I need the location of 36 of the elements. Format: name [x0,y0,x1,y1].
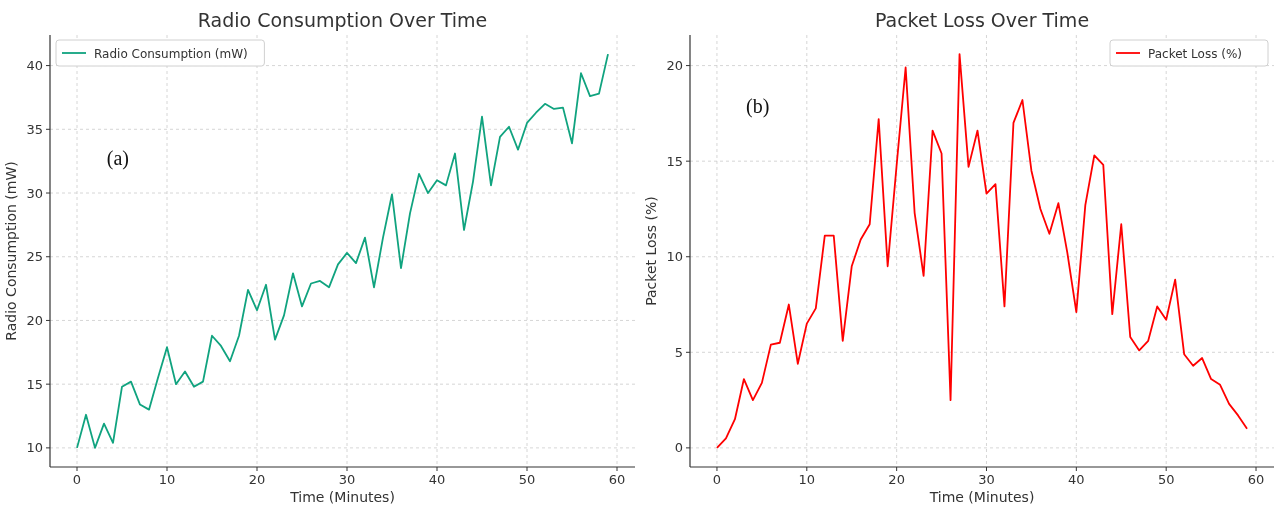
x-tick-label: 40 [1068,472,1085,487]
y-tick-label: 40 [26,58,43,74]
x-tick-label: 60 [608,472,626,487]
y-tick-label: 15 [666,153,683,169]
y-tick-label: 30 [26,185,43,201]
annotation: (b) [746,94,770,118]
y-tick-label: 15 [26,376,43,392]
x-tick-label: 50 [1157,472,1175,487]
x-tick-label: 10 [798,472,816,487]
y-tick-label: 0 [674,440,683,456]
x-tick-label: 60 [1247,472,1265,487]
y-tick-label: 10 [666,249,683,265]
x-tick-label: 20 [248,472,266,487]
x-axis-title: Time (Minutes) [289,489,395,505]
x-tick-label: 50 [518,472,536,487]
chart-title: Radio Consumption Over Time [197,9,488,31]
y-tick-label: 5 [674,344,683,360]
y-axis-title: Packet Loss (%) [643,196,659,306]
chart-title: Packet Loss Over Time [874,9,1090,31]
x-axis-title: Time (Minutes) [928,489,1035,505]
x-tick-label: 10 [158,472,176,487]
y-tick-label: 20 [26,312,43,328]
x-tick-label: 30 [978,472,995,487]
y-tick-label: 10 [26,440,43,456]
x-tick-label: 40 [428,472,446,487]
x-tick-label: 0 [72,472,82,487]
y-tick-label: 35 [26,121,43,137]
annotation: (a) [106,146,129,170]
legend-label: Packet Loss (%) [1148,46,1242,61]
legend-label: Radio Consumption (mW) [94,46,248,61]
y-tick-label: 25 [26,249,43,265]
y-axis-title: Radio Consumption (mW) [3,161,19,341]
x-tick-label: 30 [338,472,356,487]
x-tick-label: 0 [712,472,722,487]
y-tick-label: 20 [666,58,683,74]
x-tick-label: 20 [888,472,905,487]
